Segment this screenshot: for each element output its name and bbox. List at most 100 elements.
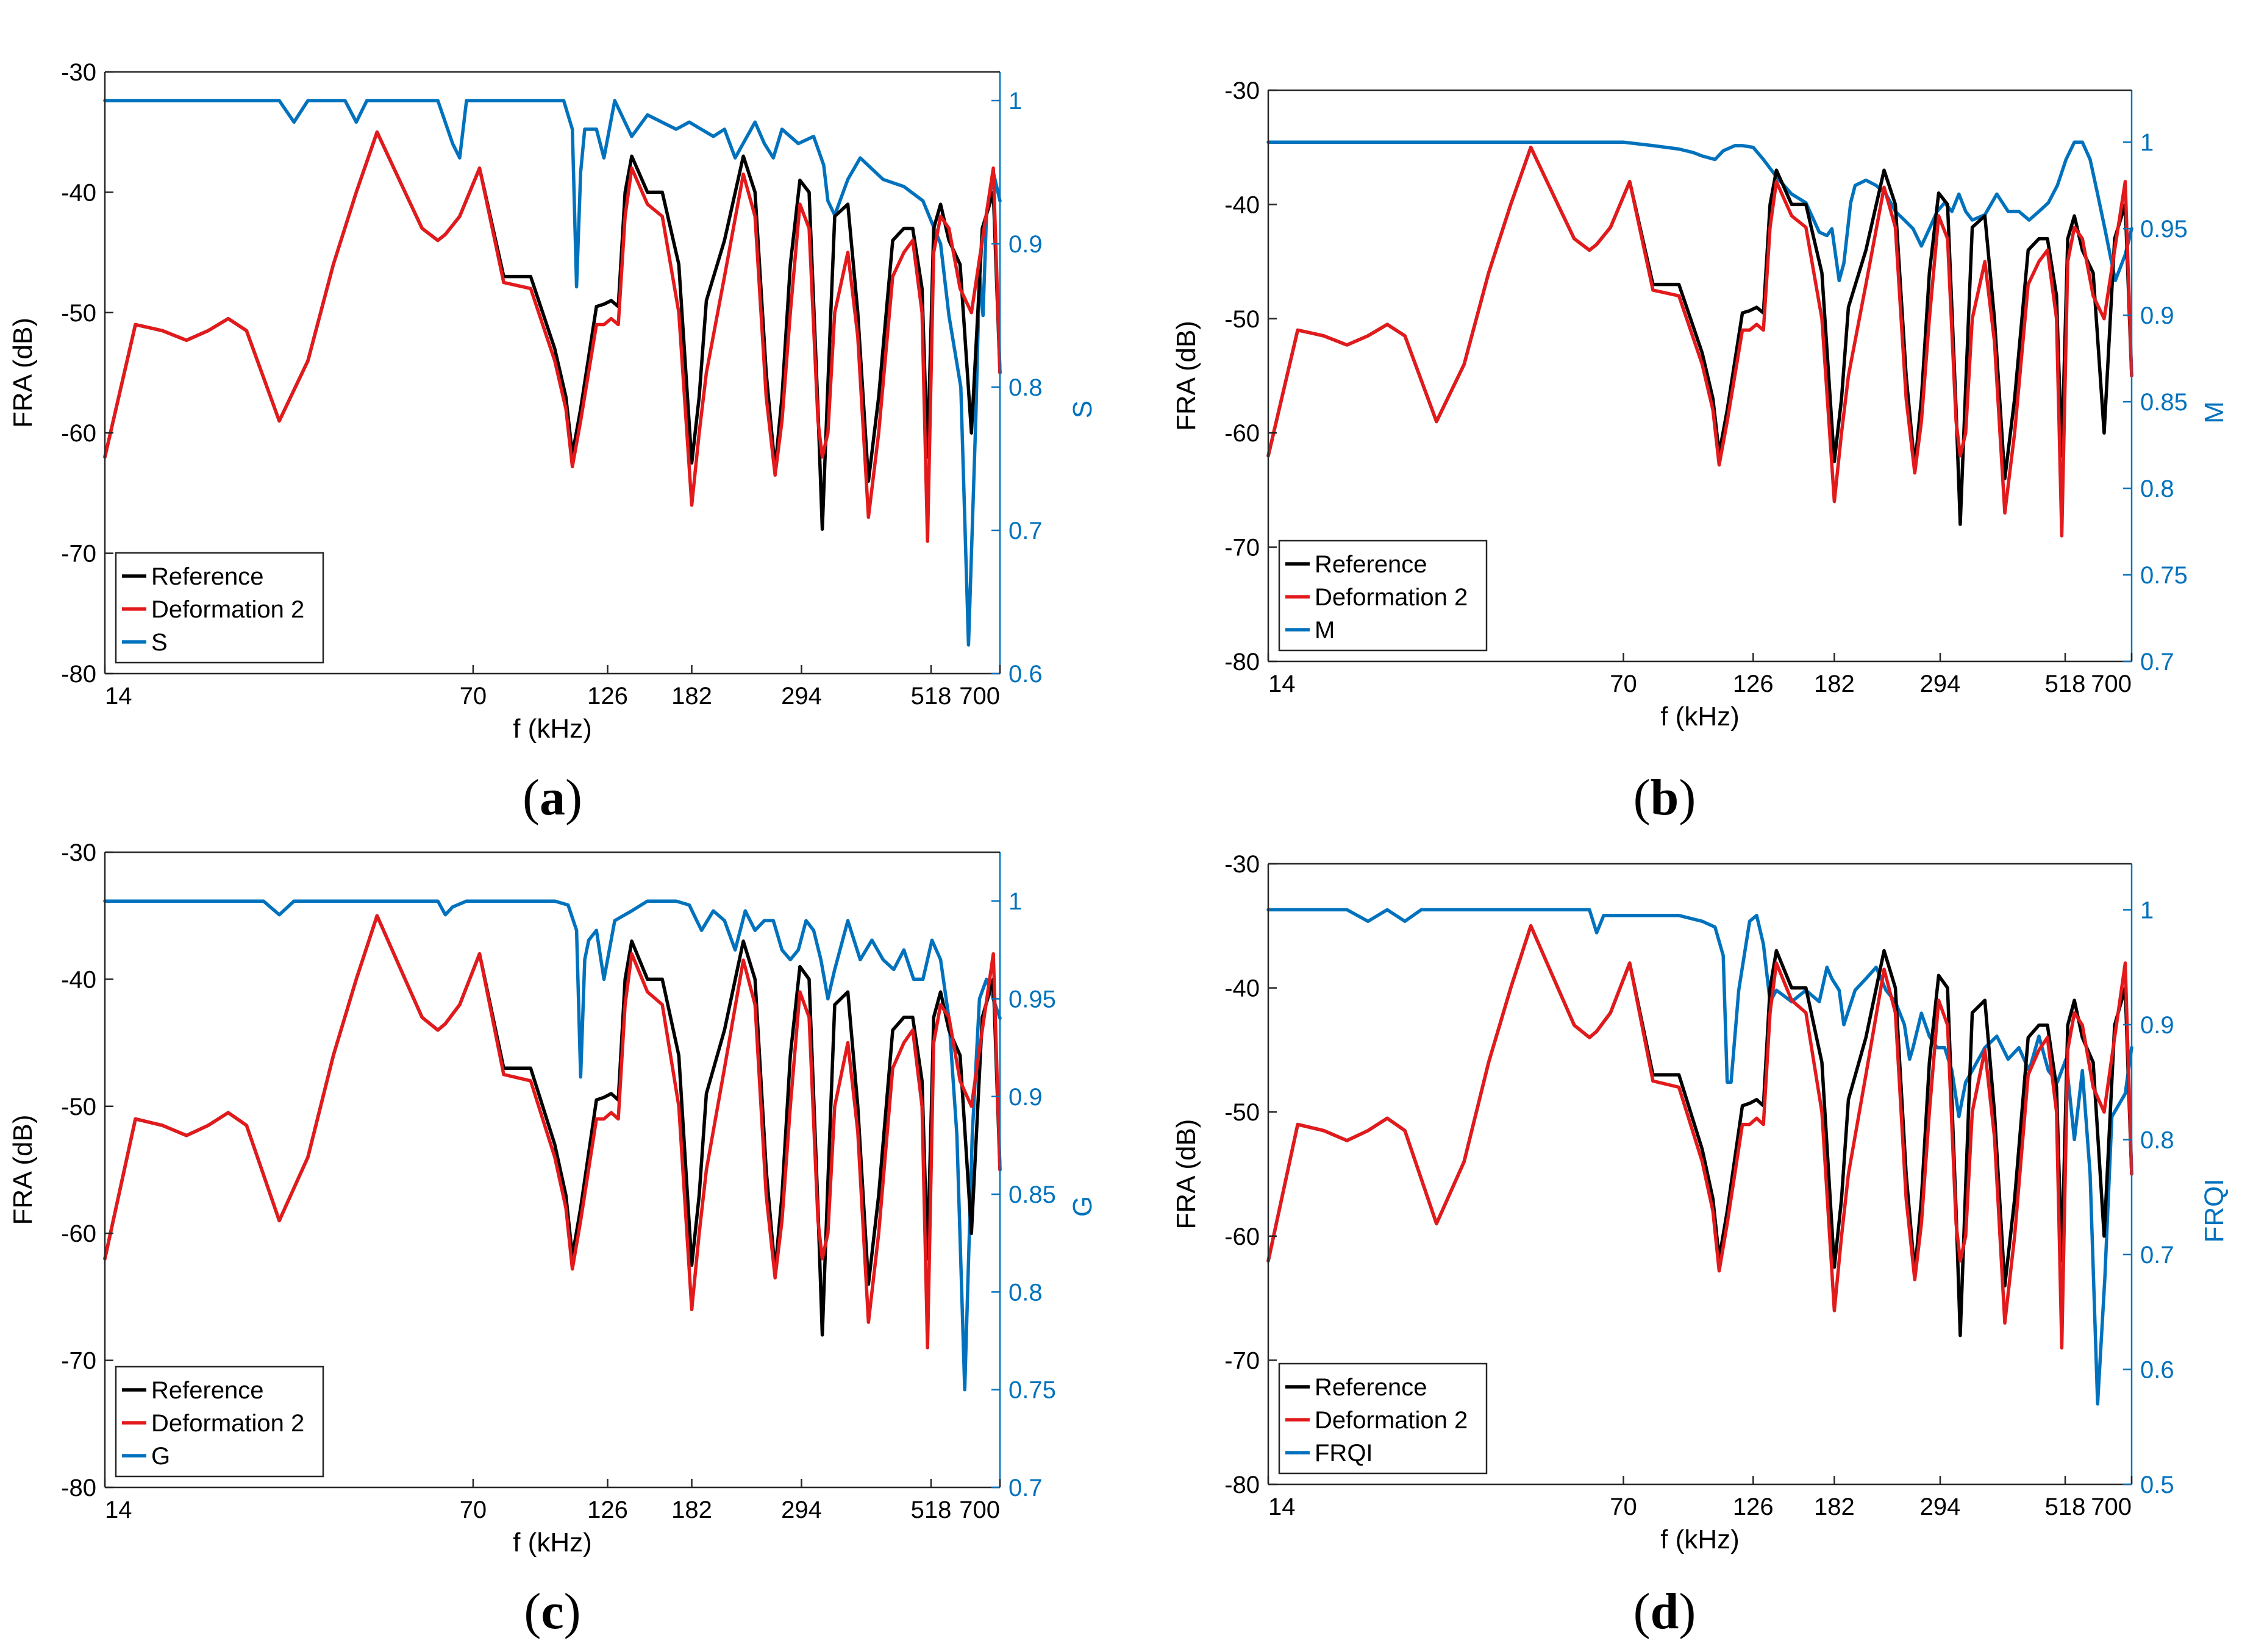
y2-tick-label: 0.85 bbox=[1009, 1181, 1056, 1208]
x-tick-label: 700 bbox=[2091, 671, 2132, 697]
y-tick-label: -40 bbox=[1224, 191, 1260, 218]
series-line-frqi bbox=[1266, 908, 2133, 1406]
y2-tick-label: 0.7 bbox=[2140, 649, 2174, 675]
x-tick-label: 14 bbox=[1268, 1494, 1296, 1520]
series-line-deformation-2 bbox=[1266, 145, 2133, 538]
y2-tick-label: 0.8 bbox=[1009, 1279, 1043, 1306]
chart-panel-d: -30 -40 -50 -60 -70 -80 0.5 0.6 0.7 0.8 0.9 1 14 70 12… bbox=[1121, 826, 2241, 1652]
legend-label: Deformation 2 bbox=[1315, 584, 1468, 611]
y-tick-label: -40 bbox=[61, 966, 96, 993]
y-tick-label: -40 bbox=[1224, 975, 1260, 1002]
x-tick-label: 126 bbox=[1733, 1494, 1774, 1520]
y-tick-label: -80 bbox=[1224, 649, 1260, 675]
y2-tick-label: 0.75 bbox=[2140, 562, 2188, 589]
legend-label: Reference bbox=[151, 563, 264, 590]
x-tick-label: 70 bbox=[1610, 1494, 1637, 1520]
y-tick-label: -80 bbox=[61, 661, 96, 688]
x-tick-label: 700 bbox=[959, 1497, 1000, 1523]
chart-a-svg: -30 -40 -50 -60 -70 -80 0.6 0.7 0.8 0.9 1 14 70 126 18… bbox=[8, 59, 1098, 744]
y-axis-label: FRA (dB) bbox=[1171, 1119, 1201, 1230]
x-tick-label: 294 bbox=[1920, 671, 1961, 697]
y-tick-label: -40 bbox=[61, 179, 96, 206]
y-tick-label: -50 bbox=[61, 300, 96, 327]
y-axis-label: FRA (dB) bbox=[8, 318, 38, 428]
panel-caption-b: (b) bbox=[1633, 769, 1696, 826]
y2-tick-label: 1 bbox=[2140, 897, 2154, 924]
legend-label: Reference bbox=[151, 1377, 264, 1404]
chart-d-svg: -30 -40 -50 -60 -70 -80 0.5 0.6 0.7 0.8 0.9 1 14 70 12… bbox=[1171, 851, 2229, 1554]
x-tick-label: 182 bbox=[671, 1497, 712, 1523]
legend-label: G bbox=[151, 1443, 170, 1470]
y2-axis-label: S bbox=[1068, 401, 1098, 418]
x-tick-label: 294 bbox=[781, 1497, 822, 1523]
x-tick-label: 70 bbox=[460, 683, 487, 710]
legend-box bbox=[1278, 1362, 1488, 1475]
legend-label: Deformation 2 bbox=[151, 596, 304, 623]
y2-axis-label: G bbox=[1068, 1196, 1098, 1217]
y2-tick-label: 0.7 bbox=[2140, 1242, 2174, 1269]
x-tick-label: 700 bbox=[2091, 1494, 2132, 1520]
y2-tick-label: 0.7 bbox=[1009, 518, 1043, 544]
y2-tick-label: 0.9 bbox=[1009, 231, 1043, 258]
x-tick-label: 182 bbox=[671, 683, 712, 710]
y2-tick-label: 0.8 bbox=[2140, 1127, 2174, 1153]
legend-label: M bbox=[1315, 617, 1335, 644]
panel-caption-c: (c) bbox=[524, 1583, 581, 1640]
y2-axis-label: M bbox=[2199, 401, 2229, 424]
y-tick-label: -70 bbox=[61, 1348, 96, 1375]
x-tick-label: 126 bbox=[587, 1497, 628, 1523]
y-tick-label: -80 bbox=[61, 1475, 96, 1501]
legend-box bbox=[115, 1365, 324, 1478]
y2-tick-label: 0.6 bbox=[1009, 661, 1043, 688]
y2-tick-label: 0.9 bbox=[2140, 302, 2174, 329]
y-tick-label: -70 bbox=[61, 541, 96, 568]
legend-label: Deformation 2 bbox=[151, 1410, 304, 1437]
y2-tick-label: 0.95 bbox=[2140, 216, 2188, 243]
chart-panel-c: -30 -40 -50 -60 -70 -80 0.7 0.75 0.8 0.85 0.9 0.95 1… bbox=[0, 826, 1121, 1652]
x-axis-label: f (kHz) bbox=[1660, 702, 1740, 732]
panel-caption-d: (d) bbox=[1633, 1583, 1696, 1640]
y2-tick-label: 1 bbox=[2140, 129, 2154, 156]
y-tick-label: -30 bbox=[61, 59, 96, 86]
chart-panel-a: -30 -40 -50 -60 -70 -80 0.6 0.7 0.8 0.9 1 14 70 126 18… bbox=[0, 0, 1121, 826]
x-tick-label: 518 bbox=[2045, 671, 2086, 697]
y-tick-label: -30 bbox=[1224, 851, 1260, 878]
series-line-deformation-2 bbox=[103, 130, 1002, 543]
x-tick-label: 518 bbox=[911, 683, 952, 710]
y2-tick-label: 0.7 bbox=[1009, 1475, 1043, 1501]
y2-tick-label: 1 bbox=[1009, 88, 1022, 115]
x-tick-label: 700 bbox=[959, 683, 1000, 710]
x-tick-label: 14 bbox=[105, 1497, 132, 1523]
y-tick-label: -70 bbox=[1224, 535, 1260, 561]
series-line-m bbox=[1266, 140, 2133, 283]
y2-tick-label: 0.5 bbox=[2140, 1472, 2174, 1498]
y2-tick-label: 0.6 bbox=[2140, 1356, 2174, 1383]
x-tick-label: 14 bbox=[105, 683, 132, 710]
x-tick-label: 70 bbox=[460, 1497, 487, 1523]
y-tick-label: -30 bbox=[1224, 77, 1260, 104]
panel-caption-a: (a) bbox=[523, 769, 582, 826]
series-line-deformation-2 bbox=[1266, 924, 2133, 1350]
x-tick-label: 182 bbox=[1814, 1494, 1855, 1520]
y-axis-label: FRA (dB) bbox=[8, 1115, 38, 1225]
series-line-s bbox=[103, 99, 1002, 647]
y-tick-label: -60 bbox=[61, 420, 96, 447]
x-tick-label: 70 bbox=[1610, 671, 1637, 697]
y-tick-label: -80 bbox=[1224, 1472, 1260, 1498]
x-tick-label: 518 bbox=[911, 1497, 952, 1523]
series-line-g bbox=[103, 899, 1002, 1392]
y-tick-label: -50 bbox=[61, 1094, 96, 1120]
x-tick-label: 294 bbox=[781, 683, 822, 710]
y-tick-label: -30 bbox=[61, 839, 96, 866]
y2-tick-label: 0.95 bbox=[1009, 986, 1056, 1013]
x-axis-label: f (kHz) bbox=[513, 714, 592, 744]
y-axis-label: FRA (dB) bbox=[1171, 321, 1201, 431]
legend-box bbox=[1278, 539, 1488, 652]
y-tick-label: -70 bbox=[1224, 1347, 1260, 1374]
y2-tick-label: 1 bbox=[1009, 888, 1022, 915]
x-tick-label: 294 bbox=[1920, 1494, 1961, 1520]
y-tick-label: -50 bbox=[1224, 306, 1260, 333]
y-tick-label: -50 bbox=[1224, 1099, 1260, 1126]
legend-box bbox=[115, 552, 324, 664]
x-tick-label: 518 bbox=[2045, 1494, 2086, 1520]
